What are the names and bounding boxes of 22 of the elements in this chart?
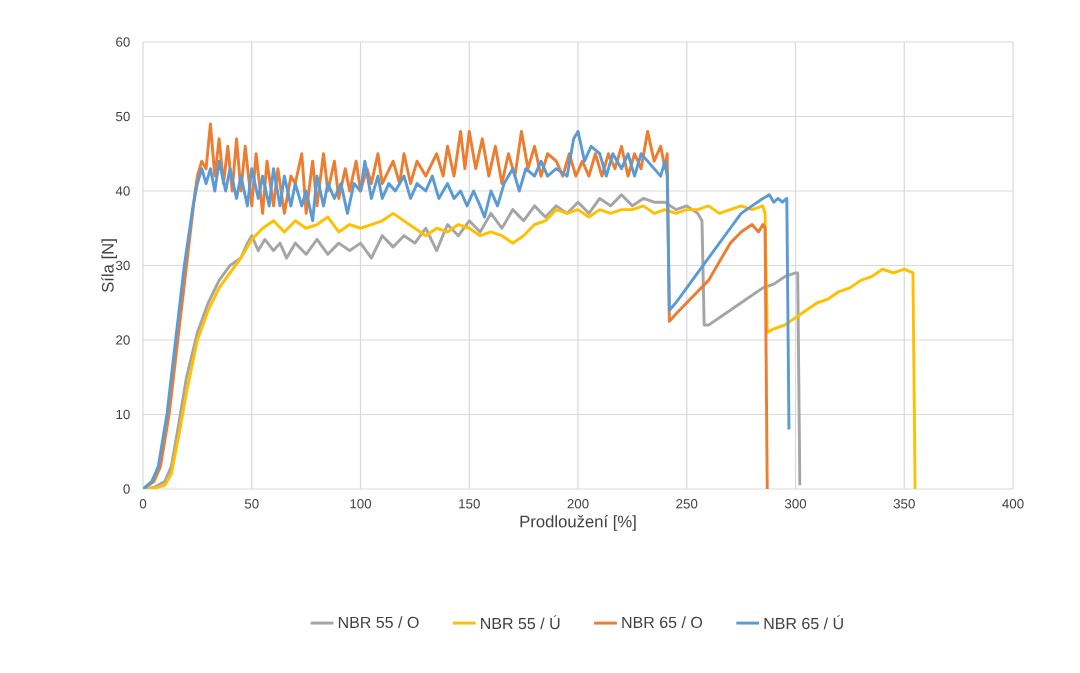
x-tick-label: 50 [244,499,259,509]
y-tick-label: 40 [115,186,130,196]
x-tick-label: 150 [459,499,480,509]
y-tick-label: 30 [115,260,130,271]
y-tick-label: 10 [116,409,130,420]
x-tick-label: 400 [1002,499,1024,509]
legend-label: NBR 55 / O [338,616,419,629]
x-tick-label: 0 [139,499,147,509]
legend-label: NBR 55 / Ú [481,615,560,630]
legend-label: NBR 65 / O [622,616,703,629]
y-tick-label: 0 [123,484,130,494]
y-tick-label: 60 [116,37,130,47]
x-axis-title: Prodloužení [%] [520,514,636,531]
x-tick-label: 100 [350,499,372,509]
x-tick-label: 300 [784,499,807,509]
x-tick-label: 350 [893,499,915,509]
x-tick-label: 200 [567,499,589,509]
y-axis-title: Síla [N] [101,239,117,293]
y-tick-label: 50 [116,111,130,122]
x-tick-label: 250 [676,499,698,509]
legend-label: NBR 65 / Ú [764,615,843,630]
y-tick-label: 20 [116,335,130,345]
